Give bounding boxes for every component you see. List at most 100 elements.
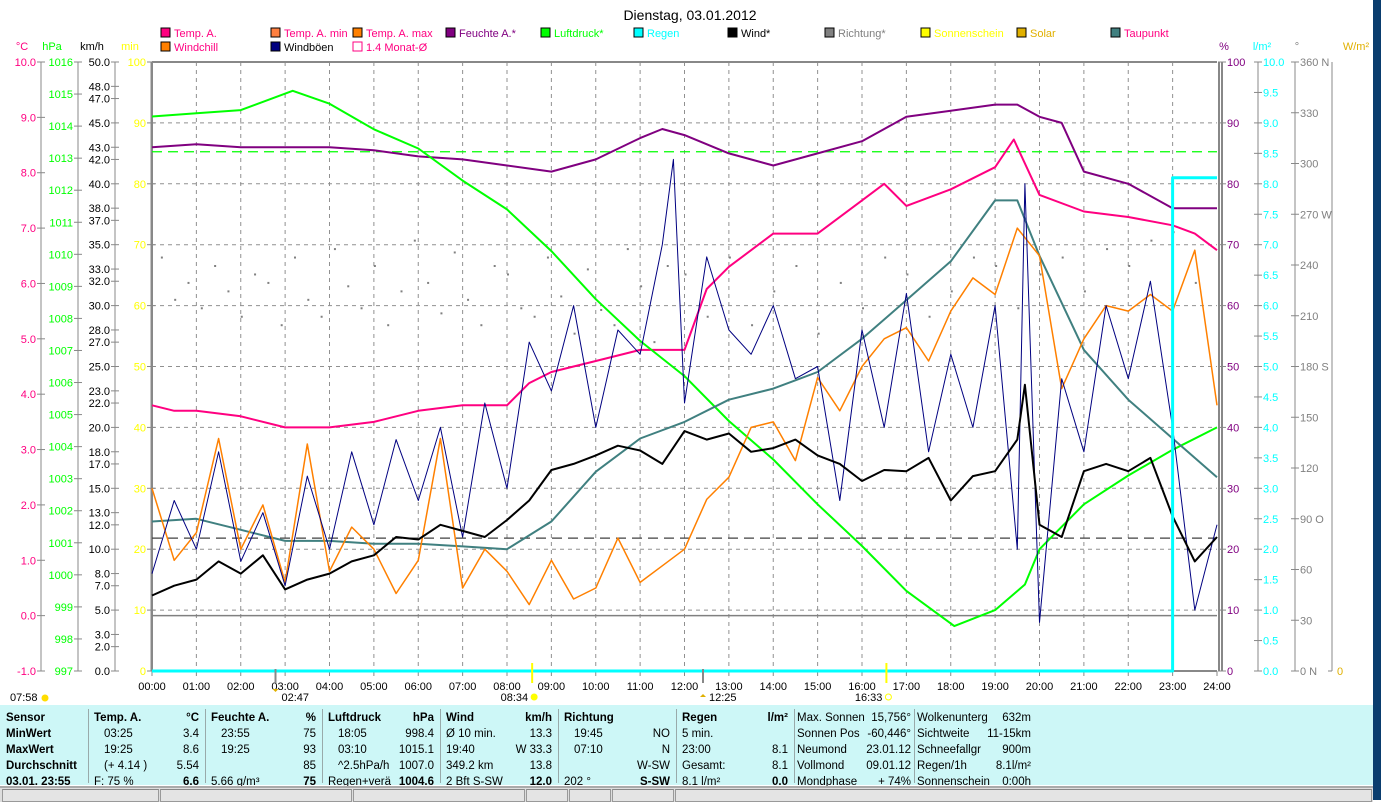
axis-tick-label: 12.0 bbox=[89, 520, 110, 532]
info-value: 8.1l/m² bbox=[995, 760, 1031, 772]
direction-point bbox=[240, 315, 243, 318]
axis-tick-label: 100 bbox=[128, 57, 146, 69]
info-label: Wolkenunterg bbox=[917, 712, 988, 724]
cell-value: 8.1 bbox=[772, 760, 788, 772]
cell-label: (+ 4.14 ) bbox=[104, 760, 148, 772]
axis-tick-label: 1013 bbox=[49, 153, 73, 165]
sunrise-time: 07:58 bbox=[10, 692, 38, 704]
direction-point bbox=[280, 324, 283, 327]
moon-time: 02:47 bbox=[282, 692, 310, 704]
axis-tick-label: 8.0 bbox=[95, 569, 110, 581]
axis-tick-label: 1000 bbox=[49, 570, 73, 582]
legend-label: Sonnenschein bbox=[934, 28, 1004, 40]
axis-tick-label: 10.0 bbox=[1263, 57, 1284, 69]
direction-point bbox=[267, 281, 270, 284]
col-feuchte: Feuchte A.% 23:55 75 19:25 93 85 5.66 g/m³ 75 bbox=[205, 709, 323, 788]
direction-point bbox=[862, 307, 864, 310]
axis-tick-label: 3.0 bbox=[95, 629, 110, 641]
axis-tick-label: 30 bbox=[1227, 483, 1239, 495]
sun-icon bbox=[41, 694, 49, 702]
cell-value: 998.4 bbox=[405, 728, 434, 740]
legend-swatch bbox=[824, 27, 835, 38]
info-value: 15,756° bbox=[871, 712, 911, 724]
x-tick-label: 13:00 bbox=[715, 681, 743, 693]
info-value: 632m bbox=[1002, 712, 1031, 724]
axis-tick-label: 60 bbox=[134, 301, 146, 313]
direction-point bbox=[1039, 273, 1042, 276]
series-line-regen bbox=[152, 176, 1217, 673]
axis-tick-label: 17.0 bbox=[89, 459, 110, 471]
axis-tick-label: 32.0 bbox=[89, 276, 110, 288]
x-tick-label: 16:00 bbox=[848, 681, 876, 693]
cell-value: NO bbox=[652, 728, 670, 740]
status-segment bbox=[675, 789, 1372, 802]
direction-point bbox=[586, 268, 589, 271]
direction-point bbox=[480, 324, 483, 327]
direction-point bbox=[333, 248, 336, 251]
axis-tick-label: 1006 bbox=[49, 378, 73, 390]
axis-tick-label: 30.0 bbox=[89, 301, 110, 313]
x-tick-label: 07:00 bbox=[449, 681, 477, 693]
noon-time: 12:25 bbox=[709, 692, 737, 704]
axis-unit-label: °C bbox=[16, 41, 28, 53]
info-label: Mondphase bbox=[797, 776, 858, 788]
axis-tick-label: 2.0 bbox=[95, 642, 110, 654]
cell-value: 0.0 bbox=[772, 776, 788, 788]
axis-tick-label: 70 bbox=[134, 240, 146, 252]
direction-point bbox=[400, 290, 403, 293]
axis-tick-label: 9.0 bbox=[21, 112, 36, 124]
x-tick-label: 17:00 bbox=[893, 681, 921, 693]
direction-point bbox=[200, 307, 203, 310]
col-wetter: Wolkenunterg 632m Sichtweite 11-15km Schneef… bbox=[914, 709, 1034, 788]
legend-label: Wind* bbox=[741, 28, 771, 40]
direction-point bbox=[507, 273, 509, 276]
legend-label: Feuchte A.* bbox=[459, 28, 517, 40]
direction-point bbox=[995, 265, 998, 267]
x-tick-label: 24:00 bbox=[1203, 681, 1231, 693]
axis-tick-label: 998 bbox=[55, 634, 73, 646]
header: Feuchte A. bbox=[211, 712, 270, 724]
info-label: Schneefallgr bbox=[917, 744, 981, 756]
info-label: Sichtweite bbox=[917, 728, 970, 740]
x-tick-label: 21:00 bbox=[1070, 681, 1098, 693]
x-tick-label: 09:00 bbox=[538, 681, 566, 693]
legend-label: Temp. A. min bbox=[284, 28, 348, 40]
x-tick-label: 19:00 bbox=[981, 681, 1009, 693]
axis-tick-label: 40.0 bbox=[89, 179, 110, 191]
legend-swatch bbox=[445, 27, 456, 38]
cell-label: 8.1 l/m² bbox=[682, 776, 721, 788]
legend-label: Windböen bbox=[284, 42, 334, 54]
cell-label: 202 ° bbox=[564, 776, 591, 788]
direction-point bbox=[666, 265, 669, 267]
axis-tick-label: 50 bbox=[134, 362, 146, 374]
direction-point bbox=[413, 239, 416, 242]
axis-tick-label: 9.5 bbox=[1263, 87, 1278, 99]
x-tick-label: 06:00 bbox=[404, 681, 432, 693]
cell-value: 13.8 bbox=[529, 760, 552, 772]
axis-tick-label: 5.5 bbox=[1263, 331, 1278, 343]
axis-tick-label: 42.0 bbox=[89, 154, 110, 166]
axis-tick-label: 80 bbox=[134, 179, 146, 191]
axis-unit-label: % bbox=[1219, 41, 1229, 53]
direction-point bbox=[751, 324, 754, 327]
axis-unit-label: hPa bbox=[42, 41, 62, 53]
axis-tick-label: 1012 bbox=[49, 185, 73, 197]
axis-tick-label: 1005 bbox=[49, 410, 73, 422]
x-tick-label: 14:00 bbox=[759, 681, 787, 693]
axis-tick-label: 23.0 bbox=[89, 386, 110, 398]
series-line-temp-a- bbox=[151, 138, 1218, 429]
header: Temp. A. bbox=[94, 712, 142, 724]
axis-unit-label: W/m² bbox=[1343, 41, 1370, 53]
axis-tick-label: 0 bbox=[1227, 666, 1233, 678]
direction-point bbox=[928, 315, 931, 318]
cell-label: 19:25 bbox=[221, 744, 250, 756]
axis-tick-label: 60 bbox=[1300, 565, 1312, 577]
info-value: 900m bbox=[1002, 744, 1031, 756]
cell-value: 85 bbox=[303, 760, 316, 772]
axis-tick-label: 120 bbox=[1300, 463, 1318, 475]
axis-tick-label: 60 bbox=[1227, 301, 1239, 313]
axis-tick-label: 4.0 bbox=[21, 389, 36, 401]
axis-tick-label: 2.0 bbox=[1263, 544, 1278, 556]
header: Wind bbox=[446, 712, 474, 724]
axis-tick-label: 50.0 bbox=[89, 57, 110, 69]
